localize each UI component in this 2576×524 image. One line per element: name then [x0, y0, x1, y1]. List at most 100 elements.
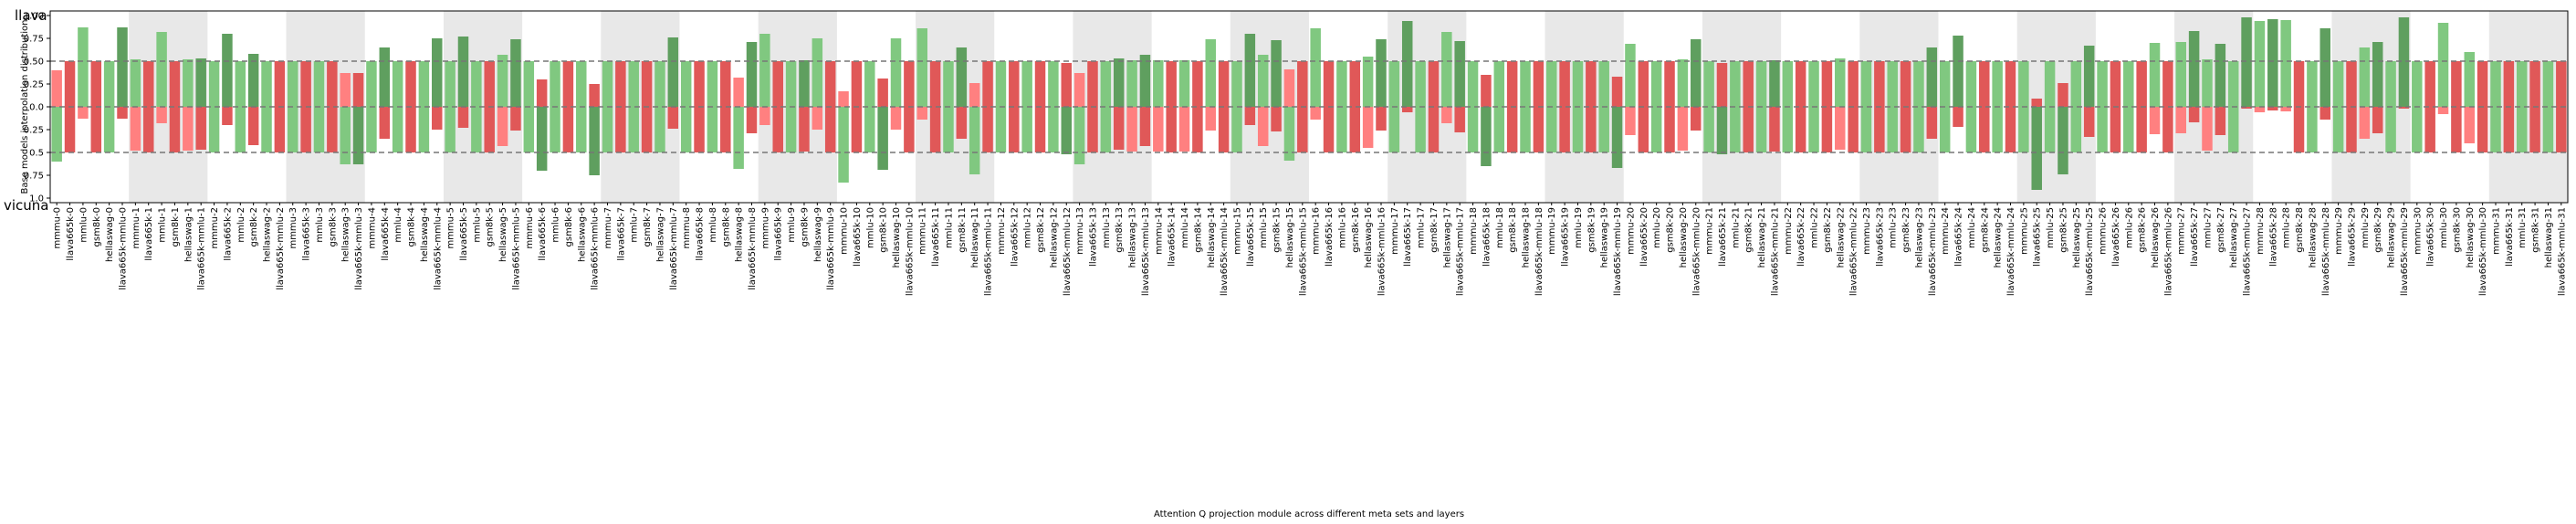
- x-tick-label: hellaswag-4: [420, 207, 430, 262]
- bar: [1598, 107, 1609, 152]
- bar: [1257, 55, 1269, 107]
- bar: [667, 37, 679, 107]
- bar: [457, 107, 469, 128]
- x-tick-label: llava665k-mmlu-14: [1220, 207, 1230, 296]
- bar: [1205, 39, 1217, 107]
- bar: [1376, 39, 1387, 107]
- bar: [1218, 61, 1230, 107]
- x-tick-label: hellaswag-27: [2229, 207, 2239, 267]
- x-tick-label: mmlu-26: [2124, 207, 2134, 248]
- x-tick-label: mmlu-2: [236, 207, 246, 243]
- bar: [90, 61, 102, 107]
- bar: [2058, 107, 2068, 174]
- x-tick-label: hellaswag-2: [263, 207, 273, 262]
- x-tick-label: llava665k-mmlu-26: [2163, 207, 2173, 296]
- x-tick-label: llava665k-mmlu-16: [1377, 207, 1387, 296]
- bar: [1795, 107, 1806, 152]
- x-tick-label: llava665k-mmlu-0: [119, 207, 129, 290]
- x-tick-label: mmmu-19: [1547, 207, 1557, 255]
- bar: [2254, 107, 2266, 112]
- bar: [1428, 61, 1440, 107]
- bar: [982, 61, 993, 107]
- bar: [497, 55, 508, 107]
- x-tick-label: mmmu-1: [131, 207, 141, 249]
- bar: [1808, 107, 1819, 152]
- x-tick-label: llava665k-19: [1561, 207, 1571, 267]
- bar: [418, 107, 430, 152]
- bar: [90, 107, 102, 152]
- bar: [1992, 107, 2003, 152]
- bar: [759, 107, 770, 125]
- bar: [1650, 61, 1662, 107]
- bar: [2162, 107, 2173, 152]
- bar: [2215, 107, 2226, 135]
- x-tick-label: llava665k-22: [1796, 207, 1806, 267]
- x-tick-label: gsm8k-28: [2295, 207, 2305, 253]
- x-tick-label: gsm8k-15: [1272, 207, 1283, 253]
- bar: [2031, 107, 2042, 190]
- x-tick-label: gsm8k-14: [1193, 207, 1203, 253]
- bar: [1073, 107, 1085, 164]
- x-tick-label: llava665k-mmlu-9: [826, 207, 836, 290]
- bar: [1362, 107, 1374, 148]
- bar: [130, 107, 141, 151]
- bar: [1611, 107, 1623, 168]
- bar: [1388, 61, 1400, 107]
- bar: [890, 38, 902, 107]
- bar: [261, 61, 272, 107]
- x-tick-label: mmlu-24: [1967, 207, 1977, 248]
- x-tick-label: hellaswag-21: [1757, 207, 1767, 267]
- bar: [457, 37, 469, 107]
- bar: [392, 61, 403, 107]
- bar: [877, 79, 888, 107]
- bar: [1545, 107, 1557, 152]
- bar: [1244, 107, 1256, 125]
- x-tick-label: llava665k-mmlu-3: [354, 207, 364, 290]
- bar: [235, 107, 246, 152]
- bar: [1572, 61, 1584, 107]
- bar: [1283, 69, 1295, 107]
- x-tick-label: mmmu-12: [997, 207, 1007, 255]
- x-tick-label: gsm8k-22: [1823, 207, 1833, 253]
- bar: [340, 107, 351, 164]
- x-tick-label: llava665k-12: [1010, 207, 1020, 267]
- bar: [1650, 107, 1662, 152]
- x-tick-label: llava665k-mmlu-2: [276, 207, 286, 290]
- bar: [694, 61, 705, 107]
- bar: [1139, 55, 1151, 107]
- bar: [1821, 107, 1833, 152]
- bar: [1782, 107, 1794, 152]
- bar: [943, 61, 954, 107]
- bar: [1113, 58, 1125, 107]
- x-tick-label: hellaswag-12: [1049, 207, 1059, 267]
- bar: [680, 107, 692, 152]
- bar: [1730, 61, 1741, 107]
- x-tick-label: mmlu-29: [2361, 207, 2371, 248]
- bar: [142, 61, 154, 107]
- bar: [2293, 107, 2305, 152]
- bar: [956, 107, 968, 139]
- x-tick-label: llava665k-mmlu-30: [2478, 207, 2488, 296]
- bar: [1493, 107, 1505, 152]
- bar: [195, 107, 206, 150]
- bar: [2293, 61, 2305, 107]
- x-tick-label: hellaswag-16: [1364, 207, 1374, 267]
- bar: [1297, 61, 1308, 107]
- bar: [733, 78, 744, 107]
- x-tick-label: mmmu-6: [525, 207, 535, 249]
- bar: [1034, 107, 1046, 152]
- bar: [707, 61, 718, 107]
- bar: [327, 61, 338, 107]
- bar: [2097, 61, 2108, 107]
- bar: [195, 58, 206, 107]
- x-tick-label: hellaswag-15: [1285, 207, 1295, 267]
- bar: [352, 107, 364, 164]
- x-tick-label: gsm8k-4: [407, 207, 417, 246]
- bar: [1087, 61, 1098, 107]
- bar: [2136, 61, 2147, 107]
- bar: [2227, 107, 2239, 152]
- x-tick-label: llava665k-2: [223, 207, 233, 261]
- bar: [2215, 44, 2226, 107]
- x-tick-label: mmmu-11: [918, 207, 928, 255]
